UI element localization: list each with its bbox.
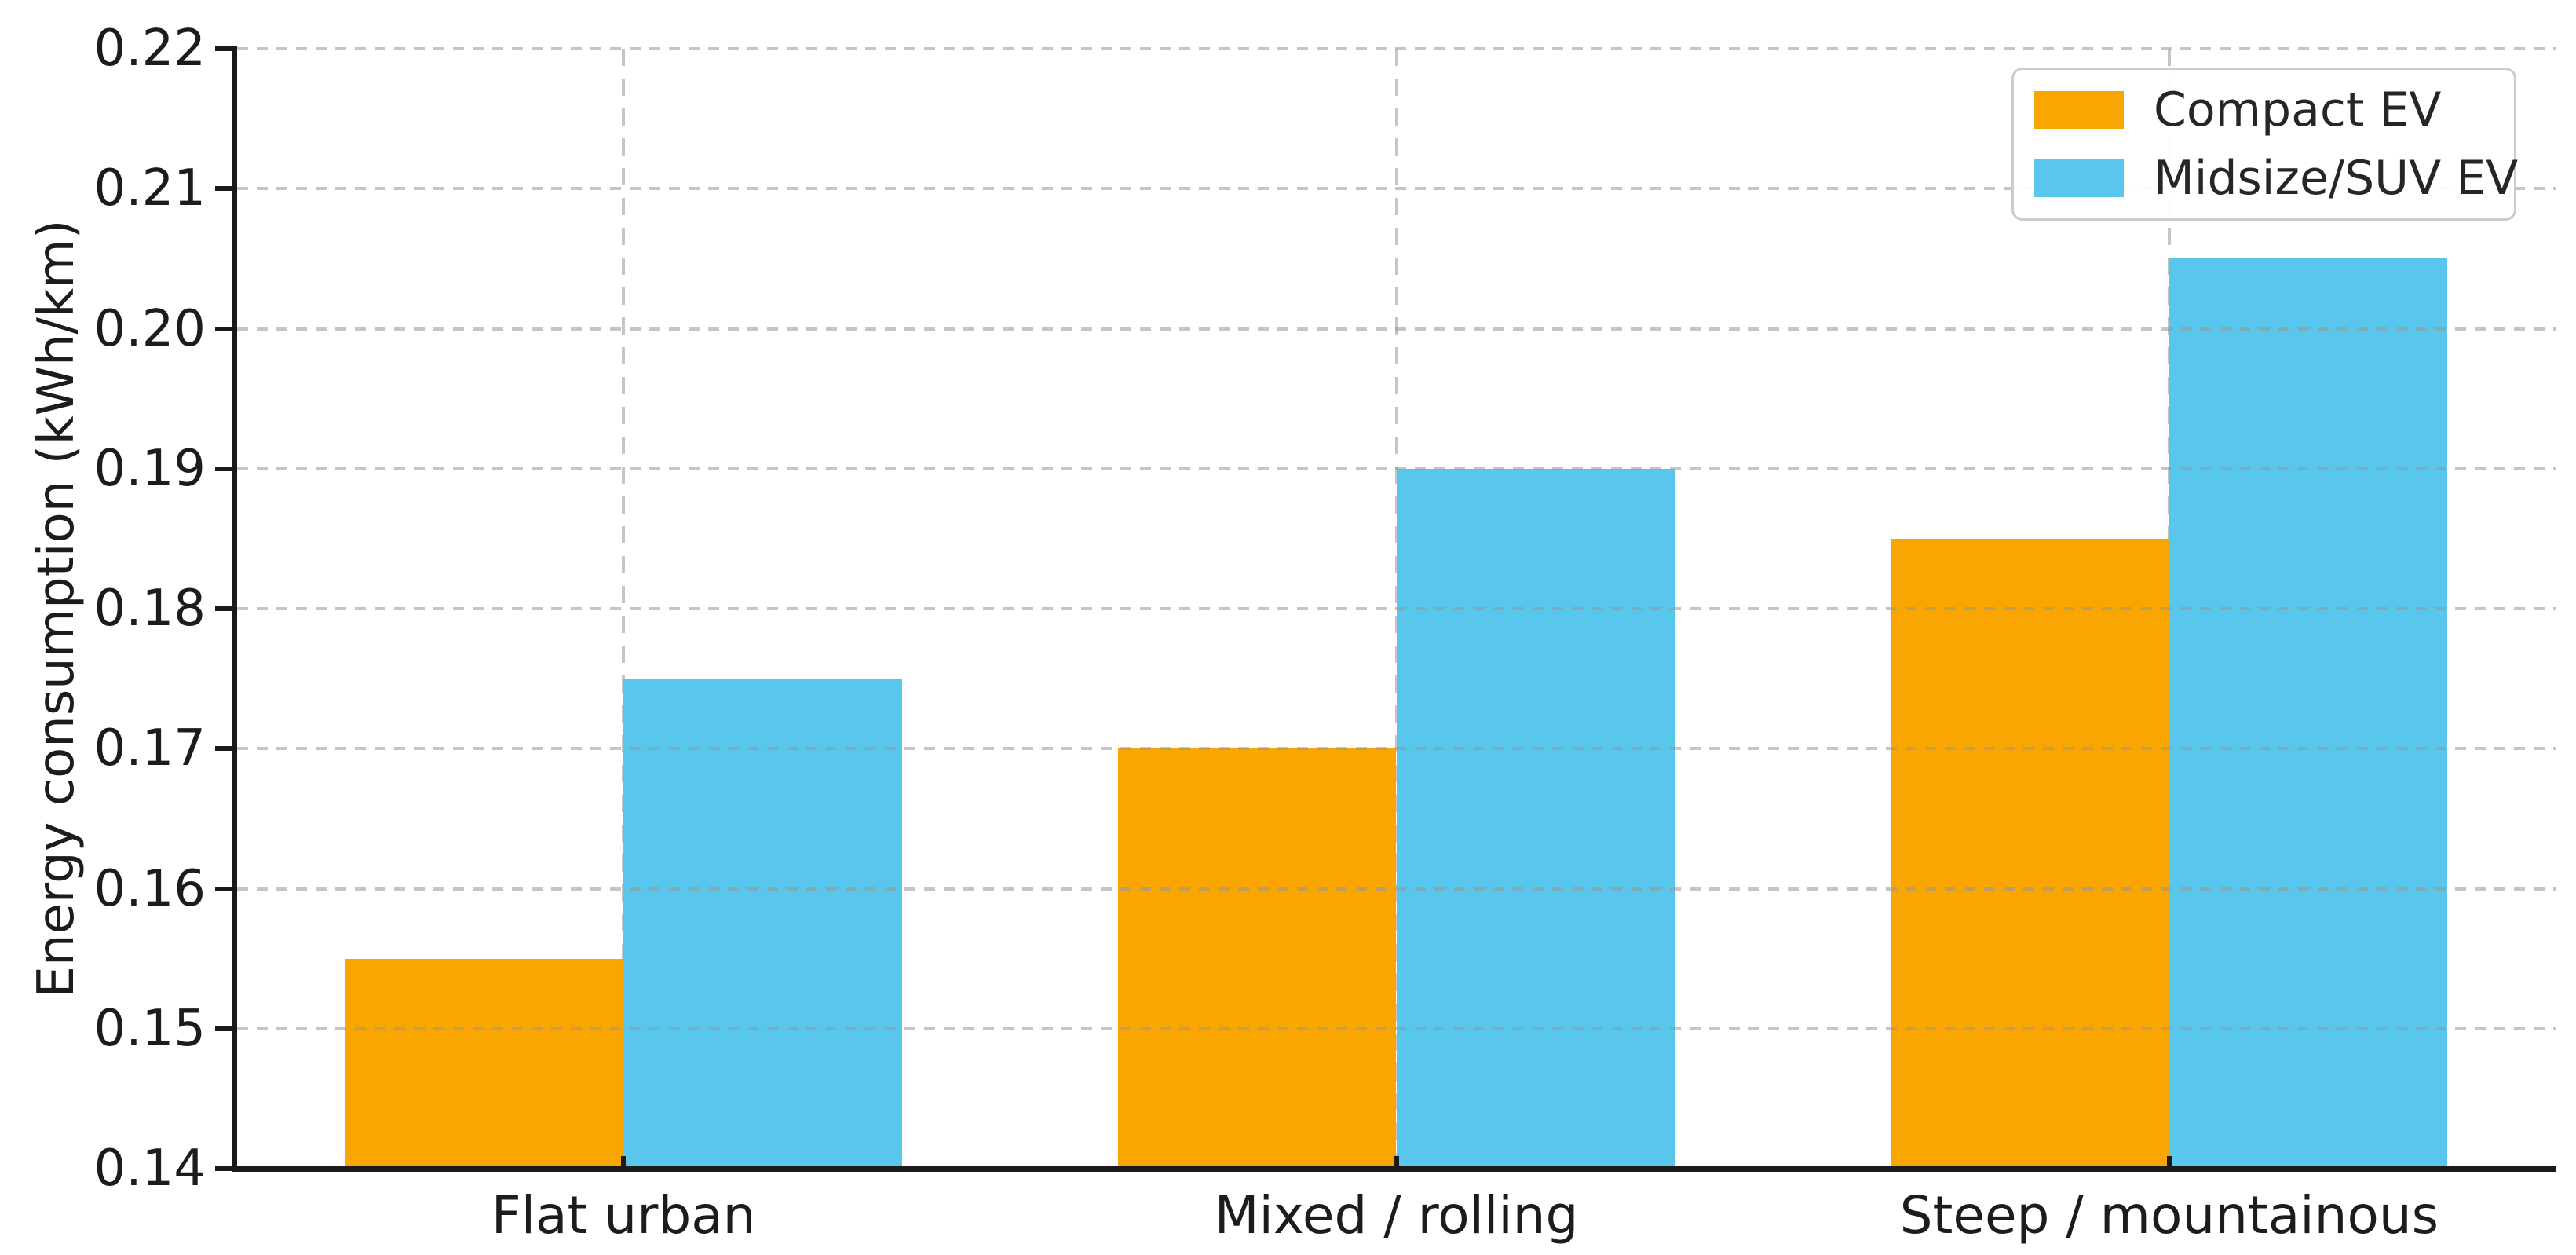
y-tick-label: 0.21	[93, 159, 206, 218]
y-tick-mark	[215, 186, 237, 192]
y-tick-label: 0.17	[93, 719, 206, 778]
y-tick-mark	[215, 1166, 237, 1171]
x-axis-spine	[232, 1166, 2556, 1172]
y-tick-mark	[215, 466, 237, 471]
horizontal-gridlines	[237, 47, 2556, 1169]
y-tick-label: 0.20	[93, 299, 206, 358]
y-tick-mark	[215, 46, 237, 51]
x-tick-marks	[237, 49, 2556, 1169]
y-tick-mark	[215, 746, 237, 752]
gridline-horizontal	[237, 607, 2556, 610]
legend-label: Compact EV	[2154, 82, 2442, 138]
y-axis-spine	[232, 46, 237, 1172]
plot-area	[237, 47, 2556, 1169]
gridline-horizontal	[237, 47, 2556, 50]
x-tick-mark	[1394, 1156, 1399, 1169]
y-tick-mark	[215, 886, 237, 891]
gridline-horizontal	[237, 747, 2556, 751]
gridline-horizontal	[237, 327, 2556, 331]
y-tick-mark	[215, 1026, 237, 1031]
bar-compact-ev	[1891, 538, 2169, 1169]
x-tick-mark	[2166, 1156, 2172, 1169]
y-tick-label: 0.18	[93, 580, 206, 638]
legend: Compact EV Midsize/SUV EV	[2011, 68, 2518, 221]
y-tick-label: 0.19	[93, 439, 206, 498]
gridline-horizontal	[237, 187, 2556, 191]
x-tick-label: Mixed / rolling	[1214, 1185, 1579, 1246]
bar-midsize-suv-ev	[623, 679, 902, 1169]
bars-layer	[237, 49, 2556, 1169]
legend-swatch	[2034, 159, 2124, 197]
bar-midsize-suv-ev	[1396, 468, 1675, 1169]
y-tick-label: 0.15	[93, 999, 206, 1058]
gridline-horizontal	[237, 887, 2556, 891]
x-tick-label: Flat urban	[491, 1185, 756, 1246]
bar-compact-ev	[345, 958, 624, 1169]
x-tick-label: Steep / mountainous	[1899, 1185, 2439, 1246]
y-tick-label: 0.16	[93, 859, 206, 918]
legend-label: Midsize/SUV EV	[2154, 150, 2519, 206]
bar-compact-ev	[1118, 748, 1397, 1169]
legend-row: Midsize/SUV EV	[2034, 151, 2518, 206]
y-tick-mark	[215, 606, 237, 611]
x-tick-mark	[621, 1156, 627, 1169]
y-tick-label: 0.14	[93, 1140, 206, 1198]
y-tick-label: 0.22	[93, 20, 206, 78]
y-tick-mark	[215, 326, 237, 331]
bar-midsize-suv-ev	[2169, 258, 2448, 1169]
gridline-horizontal	[237, 1026, 2556, 1030]
gridline-horizontal	[237, 467, 2556, 470]
legend-row: Compact EV	[2034, 82, 2514, 137]
legend-swatch	[2034, 91, 2124, 130]
